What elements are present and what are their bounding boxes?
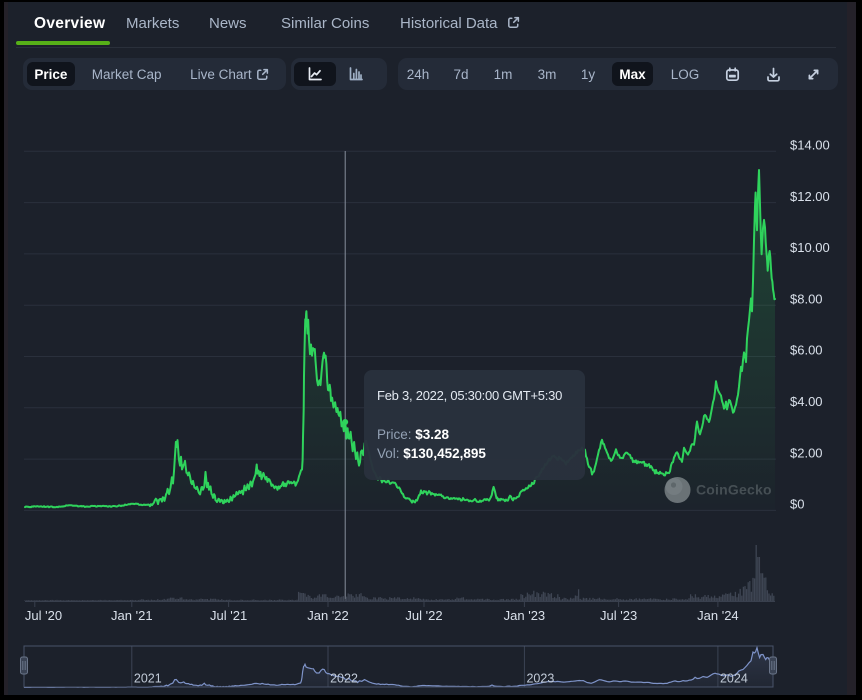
svg-text:2023: 2023	[526, 672, 554, 686]
svg-text:$14.00: $14.00	[790, 138, 830, 153]
svg-text:2022: 2022	[330, 672, 358, 686]
svg-text:$10.00: $10.00	[790, 240, 830, 255]
svg-text:2021: 2021	[134, 672, 162, 686]
svg-text:$4.00: $4.00	[790, 394, 823, 409]
svg-text:$0: $0	[790, 497, 804, 512]
svg-text:Jul '23: Jul '23	[600, 608, 637, 623]
svg-text:Jul '21: Jul '21	[210, 608, 247, 623]
svg-text:$2.00: $2.00	[790, 445, 823, 460]
svg-text:Jan '24: Jan '24	[697, 608, 739, 623]
svg-text:Jul '20: Jul '20	[25, 608, 62, 623]
svg-text:Jan '21: Jan '21	[111, 608, 153, 623]
svg-text:$8.00: $8.00	[790, 291, 823, 306]
svg-text:2024: 2024	[720, 672, 748, 686]
svg-text:Jul '22: Jul '22	[405, 608, 442, 623]
svg-text:$6.00: $6.00	[790, 343, 823, 358]
svg-text:$12.00: $12.00	[790, 189, 830, 204]
svg-text:Jan '23: Jan '23	[504, 608, 546, 623]
svg-text:Jan '22: Jan '22	[307, 608, 349, 623]
